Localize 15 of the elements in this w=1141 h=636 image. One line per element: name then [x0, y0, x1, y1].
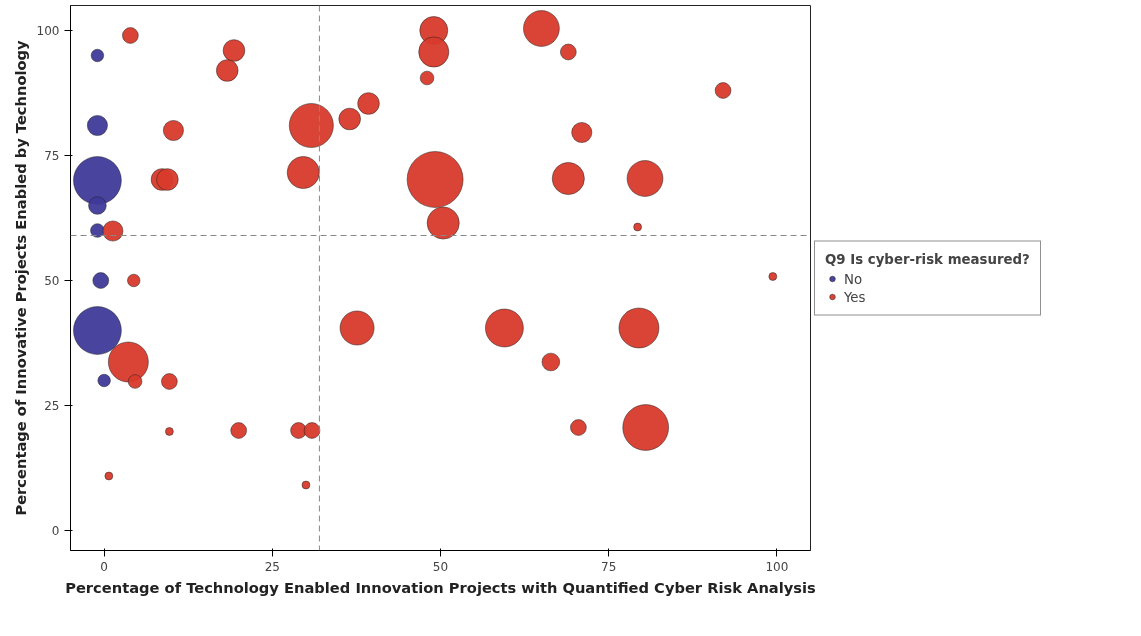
y-tick-label: 100 — [36, 24, 60, 38]
y-axis-title: Percentage of Innovative Projects Enabled by Technology — [11, 39, 29, 516]
legend-title: Q9 Is cyber-risk measured? — [825, 251, 1030, 266]
legend-label: Yes — [844, 289, 866, 304]
x-axis-title: Percentage of Technology Enabled Innovation Projects with Quantified Cyber Risk Analysis — [65, 578, 817, 596]
x-tick-label: 75 — [601, 559, 617, 574]
y-tick-label: 25 — [44, 399, 60, 413]
y-tick-label: 75 — [44, 149, 60, 163]
x-tick-label: 100 — [765, 559, 789, 574]
x-tick-label: 25 — [264, 559, 280, 574]
x-tick-label: 0 — [100, 559, 108, 574]
y-tick-label: 50 — [44, 274, 60, 288]
legend-label: No — [844, 271, 864, 286]
y-tick-label: 0 — [51, 524, 60, 538]
x-tick-label: 50 — [432, 559, 449, 574]
